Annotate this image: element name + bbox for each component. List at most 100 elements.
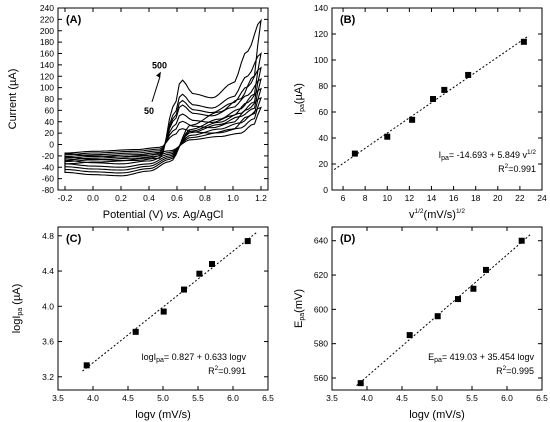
eq-sub: pa (434, 357, 442, 364)
y-tick-label: 180 (40, 37, 54, 47)
y-tick-label: 620 (314, 270, 328, 280)
regression-equation: logIpa= 0.827 + 0.633 logv (142, 352, 247, 364)
y-tick-label: 240 (40, 3, 54, 13)
y-tick-label: -60 (42, 174, 55, 184)
cv-curve (64, 18, 262, 177)
yl-sub: pa (299, 104, 306, 112)
yl-sub: pa (17, 308, 24, 316)
cv-curve (64, 66, 262, 171)
xl-sup1: 1/2 (415, 208, 424, 215)
panel-c-data (82, 231, 258, 372)
x-tick-label: 22 (515, 193, 525, 203)
data-point (520, 38, 527, 45)
eq-body: = 419.03 + 35.454 logv (442, 352, 535, 362)
x-tick-label: 10 (383, 193, 393, 203)
eq-body: = -14.693 + 5.849 v (449, 150, 528, 160)
panel-label: (D) (340, 233, 356, 245)
y-axis-label: logIpa (µA) (11, 284, 24, 334)
data-point (465, 71, 472, 78)
cv-curve (64, 77, 262, 168)
x-tick-label: 6 (341, 193, 346, 203)
fit-line (333, 35, 530, 170)
data-point (209, 261, 215, 268)
xl-units: (mV/s) (424, 209, 456, 221)
x-tick-label: 5.0 (431, 393, 443, 403)
x-tick-label: 4.0 (87, 393, 99, 403)
x-tick-label: -0.2 (58, 193, 73, 203)
data-point (351, 150, 358, 157)
x-axis-label-italic: vs. (166, 209, 180, 221)
data-point (244, 238, 251, 245)
arrow-head (156, 71, 161, 78)
yl-units: (µA) (11, 284, 23, 308)
y-tick-label: 600 (314, 304, 328, 314)
y-tick-label: -20 (42, 151, 55, 161)
y-tick-label: 100 (314, 55, 328, 65)
r2-val: =0.991 (508, 164, 536, 174)
x-tick-label: 12 (405, 193, 415, 203)
data-point (181, 286, 187, 293)
x-axis-label: Potential (V) vs. Ag/AgCl (103, 209, 223, 221)
y-tick-label: 20 (45, 128, 55, 138)
x-tick-label: 5.5 (466, 393, 478, 403)
y-tick-label: 20 (319, 159, 329, 169)
data-point (430, 96, 437, 102)
y-tick-label: 4.0 (42, 301, 54, 311)
y-tick-label: 60 (45, 105, 55, 115)
y-tick-label: 4.4 (42, 266, 54, 276)
y-tick-label: 0 (323, 185, 328, 195)
scan-rate-50-label: 50 (144, 106, 154, 116)
y-tick-label: -40 (42, 162, 55, 172)
data-point (470, 285, 477, 292)
x-tick-label: 1.0 (227, 193, 239, 203)
x-tick-label: 3.5 (52, 393, 64, 403)
y-tick-label: 200 (40, 26, 54, 36)
x-axis-label: logv (mV/s) (135, 409, 191, 421)
y-tick-label: -80 (42, 185, 55, 195)
y-axis-label: Ipa(µA) (293, 83, 306, 115)
y-tick-label: 0 (49, 140, 54, 150)
x-tick-label: 16 (449, 193, 459, 203)
y-tick-label: 640 (314, 236, 328, 246)
x-tick-label: 6.0 (227, 393, 239, 403)
yl-E: E (293, 321, 305, 328)
x-axis-label-main: Potential (V) (103, 209, 167, 221)
yl-units: (µA) (293, 83, 305, 104)
r-squared: R2=0.995 (496, 365, 534, 376)
cv-curve (64, 52, 262, 174)
x-tick-label: 4.0 (361, 393, 373, 403)
r-squared: R2=0.991 (498, 163, 536, 174)
x-tick-label: 18 (471, 193, 481, 203)
panel-d-data (356, 233, 532, 387)
x-tick-label: 5.0 (157, 393, 169, 403)
x-tick-label: 3.5 (326, 393, 338, 403)
x-tick-label: 4.5 (396, 393, 408, 403)
scan-rate-500-label: 500 (152, 61, 167, 71)
yl-I: I (293, 112, 305, 115)
x-tick-label: 8 (363, 193, 368, 203)
cv-curves (64, 18, 263, 177)
panel-label: (C) (66, 233, 82, 245)
eq-sub: pa (441, 155, 449, 162)
y-tick-label: 120 (314, 29, 328, 39)
panel-b-data (333, 35, 530, 170)
y-tick-label: 220 (40, 14, 54, 24)
x-tick-label: 1.2 (255, 193, 267, 203)
y-tick-label: 120 (40, 71, 54, 81)
r2-sup: 2 (503, 365, 507, 372)
y-tick-label: 4.8 (42, 231, 54, 241)
x-axis-label-rest: Ag/AgCl (180, 209, 223, 221)
xl-sup2: 1/2 (456, 208, 465, 215)
r2-sup: 2 (505, 163, 509, 170)
panel-b-axes: 6 8 10 12 14 16 18 20 22 24 0 20 40 60 80 100 120 140 (B) (314, 3, 547, 203)
data-point (406, 332, 413, 339)
eq-sup: 1/2 (527, 149, 536, 156)
data-point (384, 133, 391, 140)
data-point (455, 296, 461, 303)
r-squared: R2=0.991 (208, 365, 246, 376)
y-tick-label: 100 (40, 83, 54, 93)
x-tick-label: 0.2 (115, 193, 127, 203)
r2-val: =0.995 (506, 366, 534, 376)
y-tick-label: 40 (45, 117, 55, 127)
r2-R: R (498, 164, 505, 174)
